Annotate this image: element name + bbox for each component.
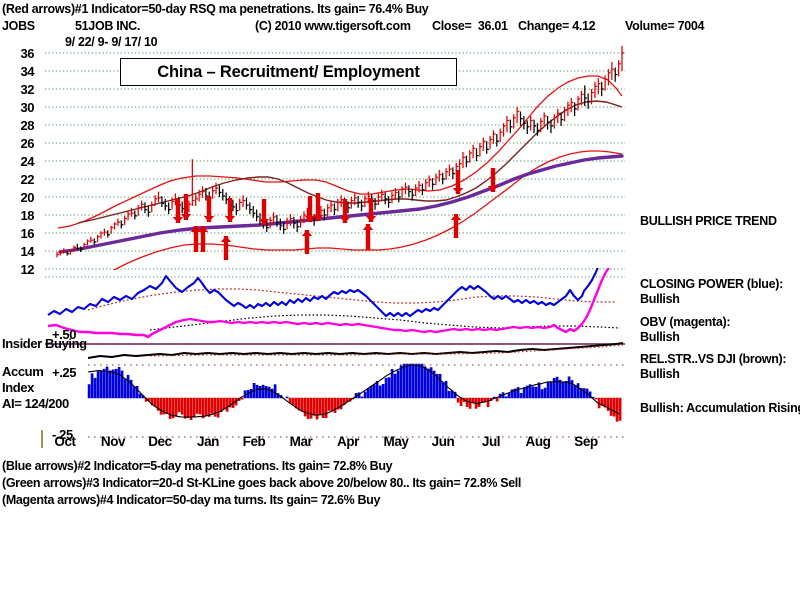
closing-power-line	[47, 268, 599, 318]
x-axis-label-nov: Nov	[100, 434, 126, 449]
price-change: Change= 4.12	[518, 19, 596, 33]
indicator-2-caption: (Blue arrows)#2 Indicator=5-day ma penet…	[2, 459, 393, 473]
rel-strength-label: REL.STR..VS DJI (brown):	[640, 352, 787, 366]
moving-average-line	[58, 154, 624, 254]
x-axis-label-oct: Oct	[54, 434, 76, 449]
y-axis-label-18: 18	[20, 208, 35, 223]
y-axis-label-28: 28	[20, 118, 35, 133]
accumulation-index-histogram	[87, 363, 622, 422]
y-axis-label-24: 24	[20, 154, 35, 169]
indicator-4-caption: (Magenta arrows)#4 Indicator=50-day ma t…	[2, 493, 381, 507]
y-axis-label-26: 26	[20, 136, 35, 151]
volume: Volume= 7004	[625, 19, 705, 33]
signal-arrows-group	[172, 168, 499, 260]
x-axis-label-jan: Jan	[196, 434, 220, 449]
insider-buying-label: Insider Buying	[2, 336, 87, 351]
indicator-3-caption: (Green arrows)#3 Indicator=20-d St-KLine…	[2, 476, 522, 490]
chart-title: China – Recruitment/ Employment	[120, 58, 457, 86]
rel-strength-status: Bullish	[640, 367, 680, 381]
y-axis-label-30: 30	[20, 100, 35, 115]
y-axis-label-22: 22	[20, 172, 35, 187]
insider-buying-dotted-overlay	[149, 344, 624, 357]
x-axis-label-feb: Feb	[242, 434, 266, 449]
y-axis-label-34: 34	[20, 64, 35, 79]
close-price: Close= 36.01	[432, 19, 508, 33]
x-axis-label-jun: Jun	[431, 434, 455, 449]
copyright-notice: (C) 2010 www.tigersoft.com	[255, 19, 411, 33]
x-axis-label-jul: Jul	[481, 434, 501, 449]
upper-band-line	[57, 75, 623, 229]
price-trend-status: BULLISH PRICE TREND	[640, 214, 777, 228]
level-plus-25-label: +.25	[52, 365, 77, 380]
y-axis-label-14: 14	[20, 244, 35, 259]
ai-value-label: AI= 124/200	[2, 396, 69, 411]
y-axis-label-20: 20	[20, 190, 35, 205]
y-axis-label-16: 16	[20, 226, 35, 241]
x-axis-label-dec: Dec	[148, 434, 172, 449]
x-axis-label-may: May	[383, 434, 409, 449]
y-axis-label-12: 12	[20, 262, 35, 277]
x-axis-label-aug: Aug	[525, 434, 551, 449]
accum-gridlines	[88, 364, 625, 438]
accumulation-status: Bullish: Accumulation Rising	[640, 401, 800, 415]
accumulation-smoothed-line	[87, 364, 620, 418]
indicator-1-caption: (Red arrows)#1 Indicator=50-day RSQ ma p…	[2, 2, 429, 16]
x-axis-label-apr: Apr	[336, 434, 360, 449]
level-minus-25-label: -.25	[52, 427, 73, 442]
obv-status: Bullish	[640, 330, 680, 344]
company-name: 51JOB INC.	[75, 19, 141, 33]
y-axis-label-36: 36	[20, 46, 35, 61]
x-axis-label-sep: Sep	[574, 434, 598, 449]
date-range: 9/ 22/ 9- 9/ 17/ 10	[65, 35, 158, 49]
insider-buying-line	[87, 341, 624, 360]
x-axis-label-mar: Mar	[289, 434, 313, 449]
obv-label: OBV (magenta):	[640, 315, 731, 329]
accum-label: Accum	[2, 364, 44, 379]
obv-line	[47, 268, 611, 339]
closing-power-label: CLOSING POWER (blue):	[640, 277, 783, 291]
level-plus-50-label: +.50	[52, 327, 77, 342]
ticker-symbol: JOBS	[2, 19, 35, 33]
index-label: Index	[2, 380, 34, 395]
closing-power-status: Bullish	[640, 292, 680, 306]
price-gridlines	[45, 52, 625, 270]
y-axis-label-32: 32	[20, 82, 35, 97]
